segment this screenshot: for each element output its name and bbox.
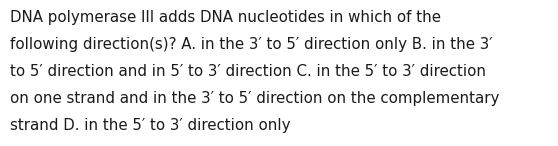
Text: to 5′ direction and in 5′ to 3′ direction C. in the 5′ to 3′ direction: to 5′ direction and in 5′ to 3′ directio… — [10, 64, 486, 79]
Text: strand D. in the 5′ to 3′ direction only: strand D. in the 5′ to 3′ direction only — [10, 118, 291, 133]
Text: following direction(s)? A. in the 3′ to 5′ direction only B. in the 3′: following direction(s)? A. in the 3′ to … — [10, 37, 493, 52]
Text: on one strand and in the 3′ to 5′ direction on the complementary: on one strand and in the 3′ to 5′ direct… — [10, 91, 499, 106]
Text: DNA polymerase III adds DNA nucleotides in which of the: DNA polymerase III adds DNA nucleotides … — [10, 10, 441, 25]
